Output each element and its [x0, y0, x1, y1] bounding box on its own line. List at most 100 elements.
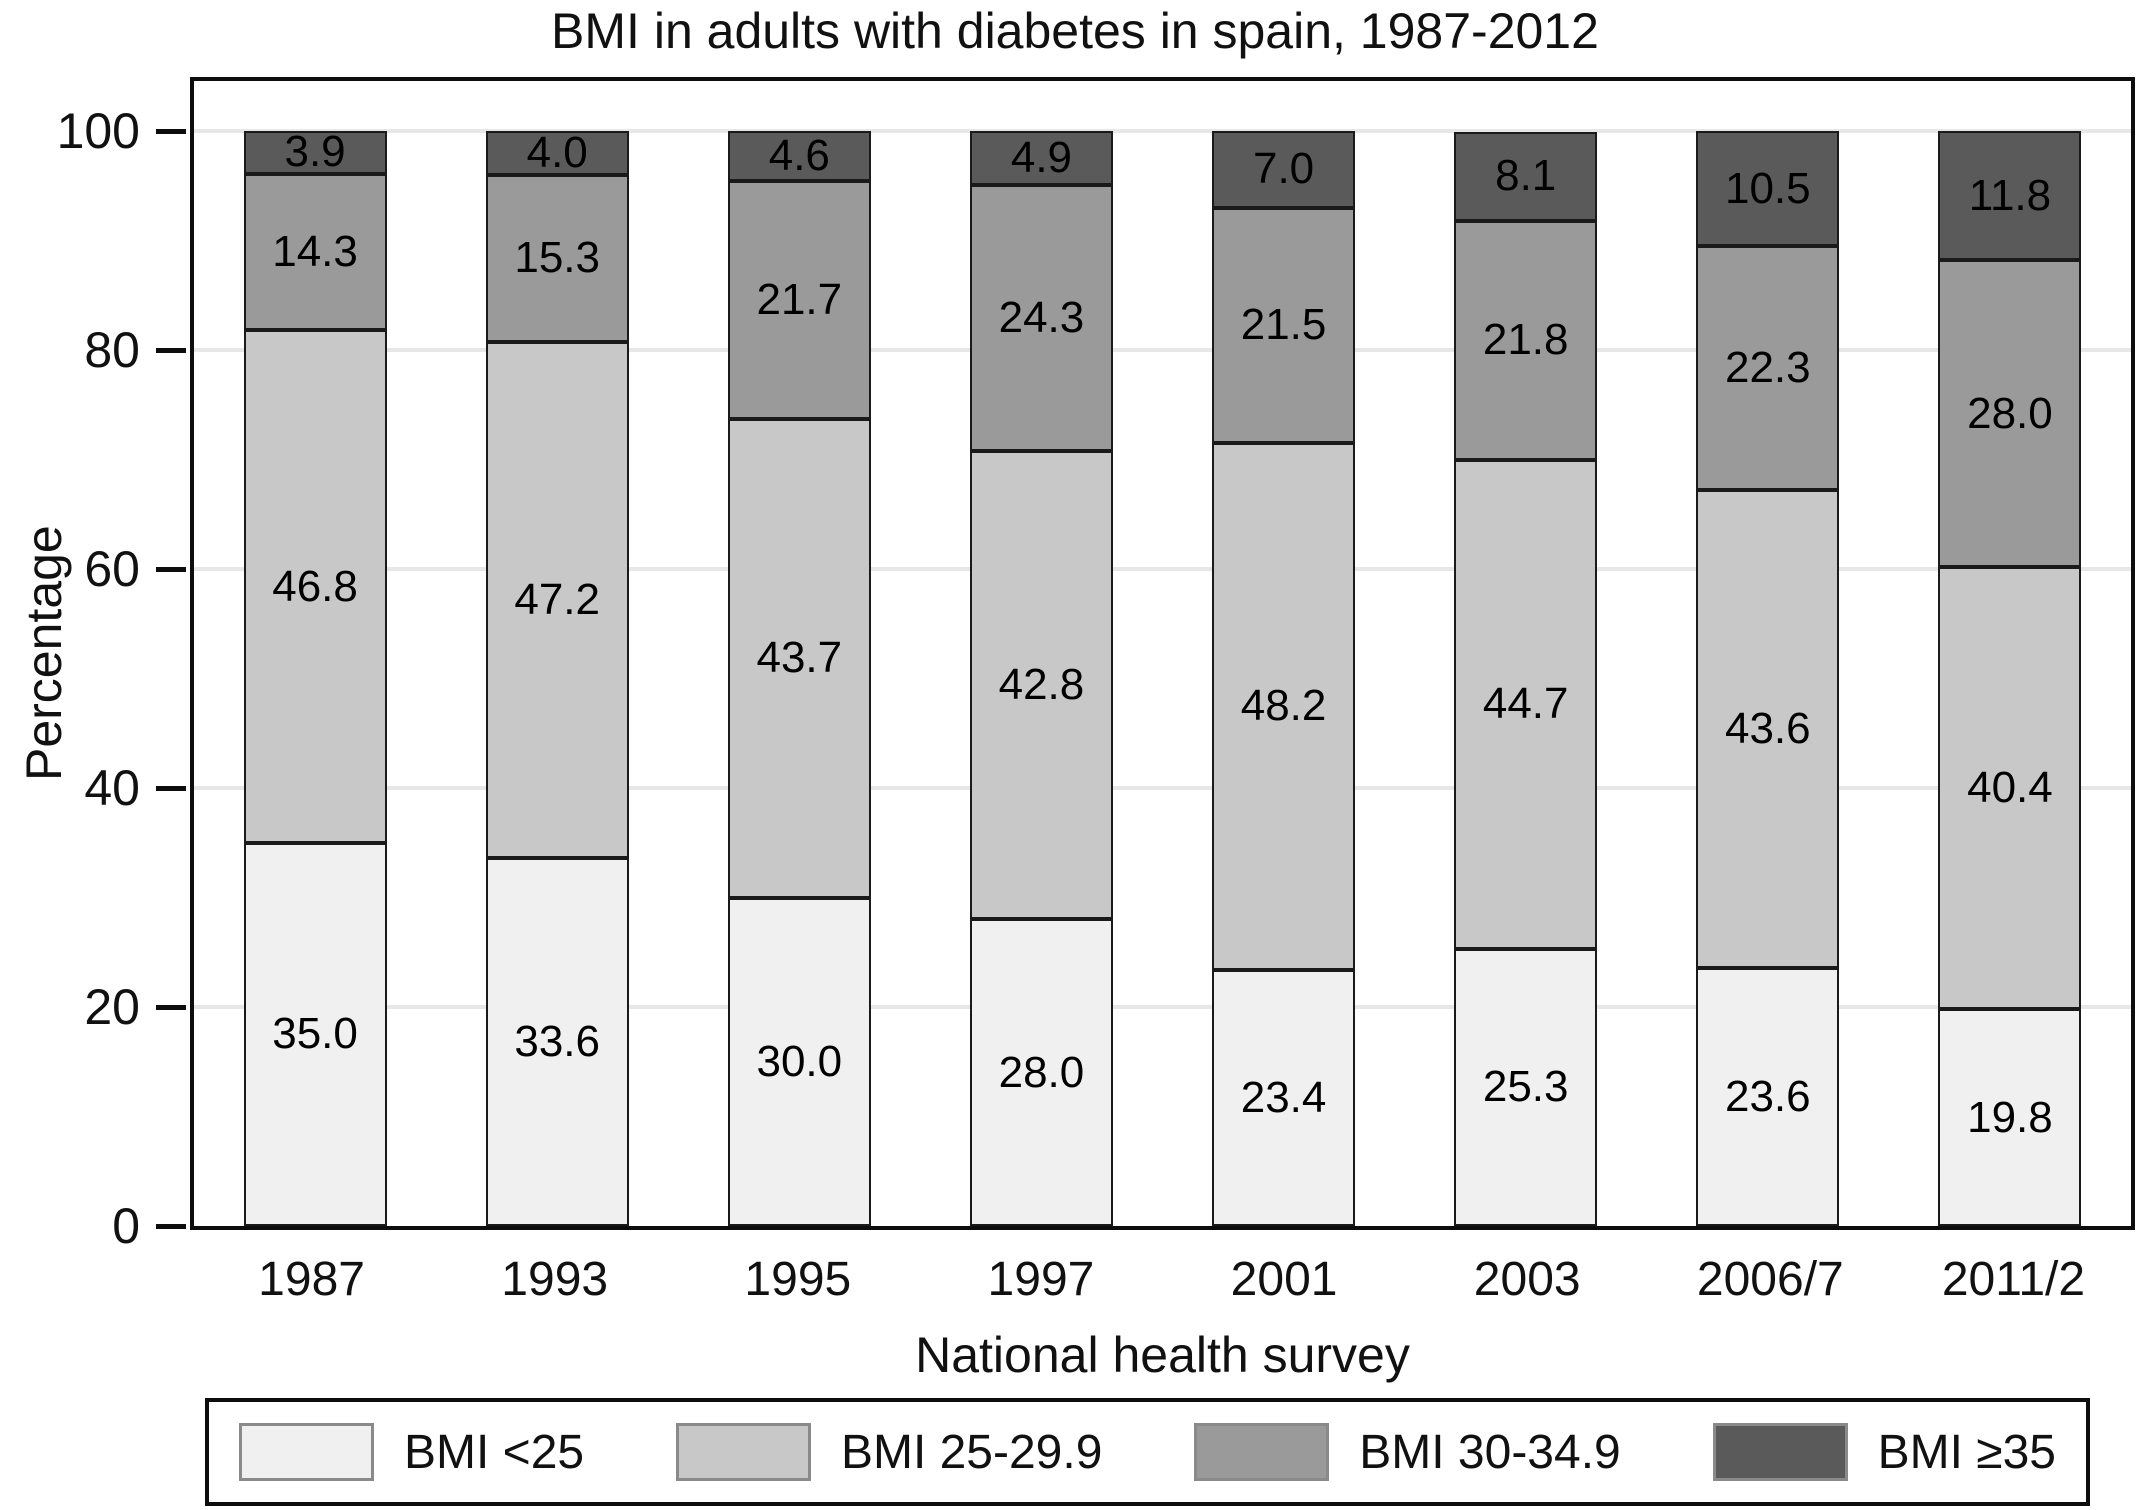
bar-segment-label: 23.6 — [1724, 1071, 1811, 1121]
y-tick-mark — [156, 566, 186, 572]
bar-segment: 24.3 — [969, 184, 1113, 451]
bar-segment-label: 43.7 — [756, 633, 843, 683]
bar-segment: 4.0 — [485, 127, 629, 177]
bar-segment-label: 43.6 — [1724, 703, 1811, 753]
bar-segment: 28.0 — [1938, 260, 2082, 567]
x-tick-label: 2003 — [1473, 1253, 1581, 1306]
bar-segment: 7.0 — [1212, 131, 1356, 208]
gridline — [194, 129, 2131, 133]
y-tick-mark — [156, 128, 186, 134]
y-tick: 40 — [0, 758, 186, 818]
legend-swatch — [239, 1423, 374, 1481]
bar-segment-label: 30.0 — [756, 1036, 843, 1086]
bar-slot-2011-2: 19.8 40.4 28.0 11.8 — [1889, 131, 2131, 1226]
legend-item: BMI 25-29.9 — [675, 1423, 1103, 1481]
bar-segment: 19.8 — [1938, 1009, 2082, 1226]
y-tick-label: 60 — [84, 541, 140, 597]
stacked-bar: 23.4 48.2 21.5 7.0 — [1212, 131, 1356, 1226]
bar-segment-label: 35.0 — [272, 1009, 358, 1059]
bar-segment-label: 4.0 — [526, 127, 588, 177]
bar-segment-label: 23.4 — [1240, 1073, 1327, 1123]
stacked-bar: 28.0 42.8 24.3 4.9 — [969, 131, 1113, 1226]
bar-segment: 21.5 — [1212, 207, 1356, 443]
bar-segment-label: 48.2 — [1240, 681, 1327, 731]
x-tick-label: 2011/2 — [1941, 1253, 2086, 1306]
bar-slot-1995: 30.0 43.7 21.7 4.6 — [678, 131, 920, 1226]
chart-title: BMI in adults with diabetes in spain, 19… — [551, 3, 1599, 59]
y-tick-mark — [156, 1004, 186, 1010]
bar-segment: 44.7 — [1454, 459, 1598, 949]
bar-segment-label: 22.3 — [1724, 343, 1811, 393]
bar-segment-label: 28.0 — [998, 1047, 1085, 1097]
bar-segment-label: 11.8 — [1968, 170, 2052, 220]
y-tick-label: 100 — [56, 103, 140, 159]
legend-swatch — [1712, 1423, 1848, 1481]
bar-slot-2006-7: 23.6 43.6 22.3 10.5 — [1647, 131, 1889, 1226]
plot-inner: 35.0 46.8 14.3 3.9 33.6 47.2 15.3 4.0 30.0 43.7 21… — [57, 103, 2131, 1254]
bar-segment-label: 46.8 — [272, 561, 358, 611]
y-tick: 20 — [0, 977, 186, 1037]
legend-item: BMI ≥35 — [1712, 1423, 2056, 1481]
bar-segment-label: 33.6 — [514, 1017, 600, 1067]
legend-swatch — [1194, 1423, 1330, 1481]
bar-segment-label: 42.8 — [998, 660, 1085, 710]
bar-segment: 14.3 — [243, 173, 387, 331]
y-tick-mark — [156, 1223, 186, 1229]
x-axis-title: National health survey — [915, 1327, 1410, 1383]
bar-segment-label: 21.7 — [756, 275, 843, 325]
y-tick-label: 20 — [84, 979, 140, 1035]
y-tick-mark — [156, 785, 186, 791]
bar-segment-label: 4.6 — [768, 131, 830, 181]
bar-segment: 23.6 — [1696, 967, 1840, 1226]
bar-segment: 42.8 — [969, 450, 1113, 920]
bar-segment: 11.8 — [1938, 131, 2082, 261]
legend: BMI <25 BMI 25-29.9 BMI 30-34.9 BMI ≥35 — [205, 1398, 2090, 1506]
bar-segment: 23.4 — [1212, 970, 1356, 1226]
stacked-bar: 25.3 44.7 21.8 8.1 — [1454, 131, 1598, 1226]
stacked-bar: 33.6 47.2 15.3 4.0 — [485, 127, 629, 1226]
bar-segment: 21.8 — [1454, 220, 1598, 460]
x-tick-label: 1987 — [258, 1253, 365, 1306]
bar-segment: 10.5 — [1696, 131, 1840, 247]
y-tick: 60 — [0, 539, 186, 599]
x-axis-tick-labels: 1987 1993 1995 1997 2001 2003 2006/7 2011/2 — [190, 1252, 2135, 1307]
bar-segment: 47.2 — [485, 342, 629, 859]
x-tick-label: 1997 — [987, 1253, 1095, 1306]
plot-area: 35.0 46.8 14.3 3.9 33.6 47.2 15.3 4.0 30.0 43.7 21… — [57, 77, 2135, 1254]
bar-segment-label: 47.2 — [514, 575, 600, 625]
x-tick-label: 1993 — [501, 1253, 609, 1306]
y-tick: 0 — [0, 1196, 186, 1256]
gridline — [194, 567, 2131, 571]
bar-slot-1987: 35.0 46.8 14.3 3.9 — [194, 127, 436, 1226]
bar-segment: 43.7 — [727, 419, 871, 898]
stacked-bar: 19.8 40.4 28.0 11.8 — [1938, 131, 2082, 1226]
legend-label: BMI 30-34.9 — [1359, 1425, 1621, 1479]
legend-label: BMI ≥35 — [1877, 1425, 2056, 1479]
bar-segment-label: 3.9 — [284, 127, 346, 177]
y-tick-mark — [156, 347, 186, 353]
bar-segment: 25.3 — [1454, 948, 1598, 1226]
y-axis-title: Percentage — [16, 525, 72, 782]
x-tick-label: 2001 — [1230, 1253, 1338, 1306]
bar-segment-label: 4.9 — [1010, 132, 1073, 182]
legend-label: BMI 25-29.9 — [840, 1425, 1103, 1479]
y-tick-label: 80 — [84, 322, 140, 378]
y-tick-label: 0 — [112, 1198, 140, 1254]
bar-segment-label: 21.8 — [1482, 315, 1569, 365]
stacked-bar: 30.0 43.7 21.7 4.6 — [727, 131, 871, 1226]
bar-segment: 40.4 — [1938, 566, 2082, 1010]
legend-swatch — [675, 1423, 811, 1481]
bar-segment: 46.8 — [243, 330, 387, 843]
stacked-bar: 23.6 43.6 22.3 10.5 — [1696, 131, 1840, 1226]
stacked-bar: 35.0 46.8 14.3 3.9 — [243, 127, 387, 1226]
bars-container: 35.0 46.8 14.3 3.9 33.6 47.2 15.3 4.0 30.0 43.7 21… — [194, 127, 2131, 1226]
bar-segment: 28.0 — [969, 919, 1113, 1226]
y-tick: 80 — [0, 320, 186, 380]
bar-segment-label: 44.7 — [1482, 679, 1569, 729]
bar-segment-label: 25.3 — [1482, 1062, 1569, 1112]
bar-segment: 4.9 — [969, 131, 1113, 185]
bar-segment-label: 28.0 — [1967, 388, 2053, 438]
bar-segment-label: 21.5 — [1240, 300, 1327, 350]
x-tick-label: 1995 — [744, 1253, 852, 1306]
